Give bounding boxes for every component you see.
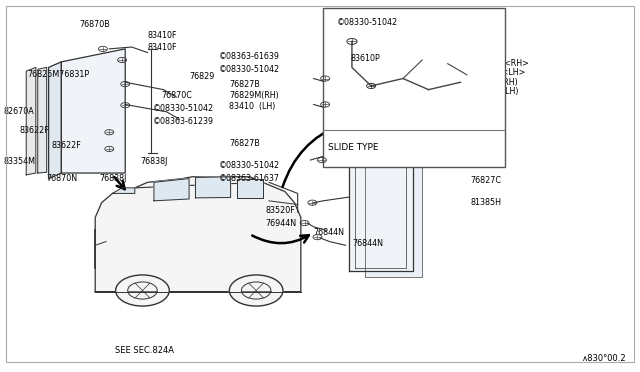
Text: ©08330-51042: ©08330-51042 (153, 104, 214, 113)
Text: 76828: 76828 (470, 129, 495, 139)
Text: 76825M76831P: 76825M76831P (28, 70, 90, 79)
Text: ∧830°00.2: ∧830°00.2 (582, 354, 627, 363)
Text: 83354M: 83354M (4, 157, 36, 166)
Text: 76870C: 76870C (162, 91, 193, 100)
Text: ©08363-61239: ©08363-61239 (153, 117, 214, 126)
Text: 76838J: 76838J (100, 174, 127, 183)
Text: 83410F: 83410F (148, 31, 177, 41)
Polygon shape (95, 177, 301, 292)
Text: 83622F: 83622F (52, 141, 81, 150)
Polygon shape (154, 179, 189, 201)
Text: 82670A: 82670A (4, 108, 35, 116)
Polygon shape (49, 62, 61, 179)
Polygon shape (38, 67, 47, 173)
Text: 83610P: 83610P (351, 54, 380, 62)
Text: 83622F: 83622F (20, 126, 50, 135)
Polygon shape (26, 67, 36, 175)
Text: ©08363-61639: ©08363-61639 (219, 52, 280, 61)
Text: 76870B: 76870B (80, 20, 111, 29)
Polygon shape (113, 188, 135, 193)
Text: 76944N: 76944N (266, 219, 297, 228)
Text: SEE SEC.824A: SEE SEC.824A (115, 346, 174, 355)
Circle shape (116, 275, 170, 306)
Text: ©08330-51042: ©08330-51042 (337, 19, 398, 28)
Text: 76831Q <RH>: 76831Q <RH> (470, 59, 529, 68)
Text: 83410F: 83410F (148, 42, 177, 51)
Text: 76889  (RH): 76889 (RH) (470, 78, 518, 87)
Text: ©08363-61637: ©08363-61637 (219, 174, 280, 183)
Polygon shape (349, 90, 413, 271)
Polygon shape (365, 97, 422, 277)
Text: 76827C: 76827C (470, 176, 501, 185)
Text: 83520F: 83520F (266, 206, 296, 215)
Polygon shape (61, 49, 125, 173)
Text: 76832Q<LH>: 76832Q<LH> (470, 68, 525, 77)
Text: 76827B: 76827B (229, 80, 260, 89)
Text: 76827B: 76827B (229, 139, 260, 148)
Text: 76889M(LH): 76889M(LH) (470, 87, 518, 96)
Polygon shape (237, 179, 262, 198)
Text: ©08330-51042: ©08330-51042 (219, 161, 280, 170)
Bar (323, 8, 505, 167)
Text: 76829M(RH): 76829M(RH) (229, 91, 279, 100)
Text: 76870N: 76870N (47, 174, 78, 183)
Text: ©08330-51042: ©08330-51042 (219, 65, 280, 74)
Text: 76844N: 76844N (352, 239, 383, 248)
Text: SLIDE TYPE: SLIDE TYPE (328, 142, 379, 151)
Text: 76838J: 76838J (140, 157, 167, 166)
Text: 81385H: 81385H (470, 198, 501, 207)
Text: 83410  (LH): 83410 (LH) (229, 102, 276, 111)
Circle shape (229, 275, 283, 306)
Text: 76828: 76828 (413, 50, 438, 59)
Text: 76844N: 76844N (314, 228, 344, 237)
Polygon shape (195, 177, 230, 198)
Text: 76833N: 76833N (470, 108, 501, 116)
Text: 76829: 76829 (189, 72, 214, 81)
